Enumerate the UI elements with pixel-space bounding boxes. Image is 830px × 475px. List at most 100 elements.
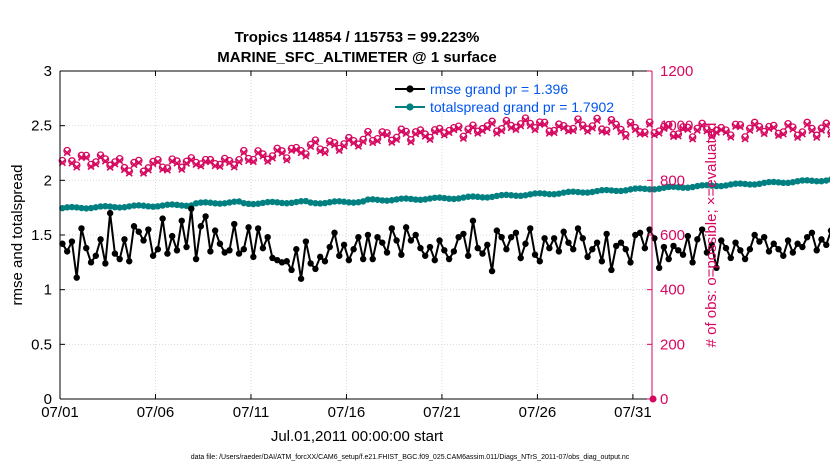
rmse-point (441, 247, 448, 254)
rmse-point (660, 243, 668, 251)
rmse-point (560, 228, 567, 235)
obs-possible-point (125, 167, 134, 176)
rmse-point (369, 255, 376, 263)
obs-possible-point (550, 126, 558, 135)
spread-point (469, 193, 477, 200)
obs-possible-point (206, 155, 215, 164)
y-tick-label-right-2: 400 (660, 282, 685, 299)
y-tick-label-left-0: 0 (44, 391, 52, 408)
rmse-point (794, 240, 801, 247)
obs-possible-point (650, 129, 659, 137)
spread-point (775, 179, 782, 186)
obs-possible-point (373, 134, 382, 143)
obs-evaluated-mark-b (803, 120, 811, 129)
spread-point (316, 200, 324, 207)
rmse-point (431, 256, 438, 264)
spread-point (207, 199, 214, 206)
spread-point (546, 190, 553, 198)
rmse-point (63, 248, 71, 255)
rmse-point (235, 250, 243, 257)
obs-possible-point (416, 126, 425, 134)
rmse-point (708, 241, 715, 249)
spread-point (608, 187, 615, 194)
rmse-point (488, 267, 496, 275)
rmse-point (140, 237, 147, 244)
obs-evaluated-mark-b (498, 127, 506, 135)
obs-evaluated-mark-b (517, 122, 525, 130)
y-tick-label-right-5: 1000 (660, 118, 693, 135)
y-tick-label-left-5: 2.5 (31, 118, 52, 135)
rmse-point (59, 240, 66, 247)
rmse-point (503, 246, 510, 253)
obs-possible-point (488, 117, 496, 126)
obs-possible-point (722, 126, 730, 135)
spread-point (245, 200, 252, 208)
spread-point (665, 183, 672, 191)
spread-point (326, 199, 333, 206)
obs-evaluated-mark-b (345, 136, 353, 144)
obs-evaluated-mark-b (531, 126, 539, 134)
rmse-point (364, 231, 372, 239)
spread-point (340, 198, 348, 205)
spread-point (59, 204, 66, 212)
spread-point (102, 202, 109, 210)
obs-possible-point (612, 120, 621, 129)
spread-point (570, 188, 577, 195)
rmse-point (780, 252, 787, 259)
rmse-point (827, 227, 830, 234)
obs-evaluated-mark-b (283, 156, 291, 164)
obs-evaluated-mark-b (416, 128, 425, 136)
obs-evaluated-mark-b (340, 142, 348, 150)
rmse-point (698, 226, 706, 233)
obs-possible-point (154, 155, 162, 164)
obs-evaluated-mark-b (445, 129, 453, 137)
spread-point (818, 178, 825, 185)
rmse-point (259, 244, 267, 252)
rmse-point (350, 246, 357, 253)
chart-title-line2: MARINE_SFC_ALTIMETER @ 1 surface (217, 49, 496, 66)
spread-point (512, 192, 520, 199)
spread-point (789, 178, 797, 186)
obs-evaluated-mark-b (736, 123, 744, 131)
spread-point (135, 202, 142, 209)
obs-evaluated-mark-b (574, 117, 582, 125)
spread-point (364, 196, 372, 203)
obs-evaluated-mark-b (402, 130, 410, 138)
obs-evaluated-mark-b (97, 153, 105, 161)
spread-point (97, 203, 104, 210)
rmse-point (823, 241, 830, 249)
spread-point (450, 195, 458, 203)
spread-point (264, 198, 271, 206)
rmse-point (402, 224, 410, 231)
rmse-point (775, 246, 782, 253)
spread-point (579, 189, 586, 196)
spread-point (140, 202, 147, 209)
spread-point (178, 202, 185, 209)
spread-point (636, 185, 644, 192)
rmse-point (727, 254, 734, 262)
x-tick-label-6: 07/31 (614, 404, 652, 421)
obs-evaluated-mark-b (469, 123, 477, 131)
rmse-point (722, 244, 730, 252)
obs-evaluated-mark-b (111, 160, 119, 168)
obs-evaluated-mark-b (225, 159, 234, 167)
rmse-point (612, 242, 620, 250)
obs-evaluated-mark-b (139, 169, 148, 177)
rmse-point (493, 227, 501, 234)
obs-possible-point (755, 122, 764, 131)
axes-layer (59, 70, 653, 400)
obs-evaluated-mark-b (163, 166, 171, 174)
obs-possible-point (602, 126, 611, 135)
obs-evaluated-mark-b (264, 157, 272, 166)
obs-possible-point (163, 164, 172, 173)
obs-possible-point (259, 150, 267, 158)
obs-evaluated-mark-b (521, 116, 530, 124)
spread-point (355, 199, 362, 206)
spread-point (765, 178, 773, 186)
obs-evaluated-mark-b (73, 163, 81, 171)
obs-evaluated-mark-b (125, 169, 133, 177)
obs-evaluated-mark-b (560, 124, 568, 132)
x-tick-label-4: 07/21 (423, 404, 461, 421)
rmse-point (97, 236, 104, 243)
rmse-point (126, 258, 133, 265)
